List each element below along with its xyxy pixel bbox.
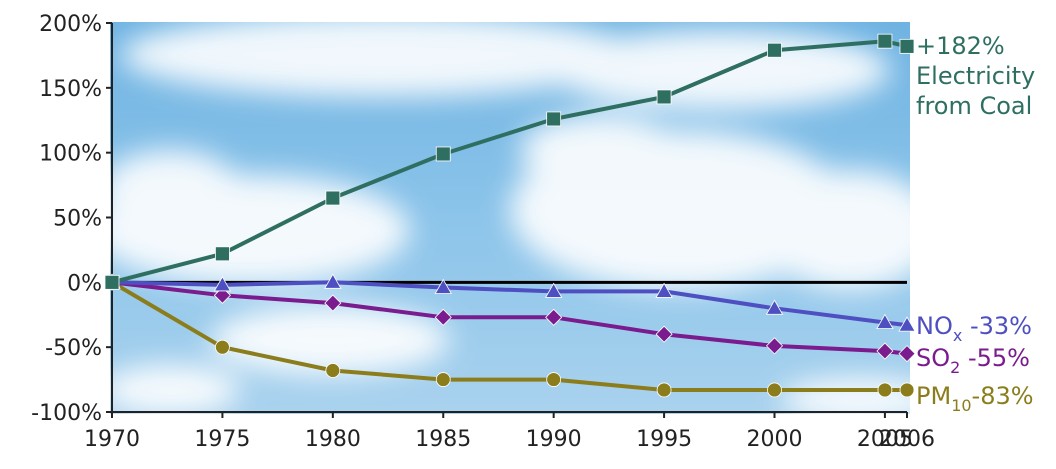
- coal-point: [215, 246, 230, 262]
- pm10-point: [899, 382, 915, 398]
- x-tick-label: 1975: [194, 427, 250, 452]
- x-tick-label: 2005: [857, 427, 913, 452]
- so2-label-value: -55%: [960, 344, 1030, 372]
- pm10-point: [215, 339, 230, 355]
- nox-point: [213, 276, 232, 292]
- nox-point: [655, 282, 673, 298]
- x-tick-label: 1970: [84, 427, 140, 452]
- coal-point: [104, 274, 120, 290]
- nox-end-label: NOx -33%: [916, 312, 1032, 345]
- coal-point: [767, 42, 782, 58]
- coal-point: [899, 38, 915, 54]
- coal-point: [435, 146, 451, 162]
- nox-point: [898, 316, 916, 332]
- pm10-label-value: -83%: [972, 382, 1034, 410]
- pm10-point: [546, 372, 562, 387]
- nox-point: [765, 299, 784, 315]
- nox-label-sub: x: [953, 326, 962, 345]
- x-tick-label: 1990: [526, 427, 582, 452]
- x-tick-label: 1995: [636, 427, 692, 452]
- series-layer: [103, 33, 916, 398]
- coal-point: [656, 89, 672, 105]
- so2-end-label: SO2 -55%: [916, 344, 1030, 377]
- x-tick-label: 2006: [879, 427, 935, 452]
- pm10-point: [435, 372, 451, 387]
- y-tick-label: -100%: [31, 401, 102, 426]
- so2-point: [898, 345, 916, 363]
- sky-background: [110, 22, 910, 414]
- nox-point: [324, 273, 342, 289]
- pm10-point: [656, 382, 672, 398]
- pm10-point: [767, 382, 782, 398]
- end-labels: +182% Electricity from Coal NOx -33% SO2…: [916, 32, 1035, 415]
- coal-end-value: +182%: [916, 32, 1005, 60]
- so2-point: [324, 294, 342, 312]
- so2-point: [434, 308, 452, 326]
- y-axis: 200% 150% 100% 50% 0% -50% -100%: [31, 12, 113, 426]
- y-tick-label: 150%: [39, 77, 102, 102]
- series-coal: [104, 33, 915, 290]
- y-tick-label: 0%: [67, 271, 102, 296]
- nox-point: [544, 282, 563, 298]
- pm10-point: [325, 363, 341, 378]
- coal-point: [546, 111, 562, 127]
- nox-label-main: NO: [916, 312, 953, 340]
- coal-end-line2: Electricity: [916, 62, 1035, 90]
- coal-end-line3: from Coal: [916, 92, 1032, 120]
- coal-point: [877, 33, 893, 49]
- so2-point: [876, 342, 894, 360]
- x-tick-label: 1980: [305, 427, 361, 452]
- so2-label-sub: 2: [950, 358, 960, 377]
- x-tick-label: 2000: [747, 427, 803, 452]
- pm10-point: [877, 382, 893, 398]
- y-tick-label: -50%: [45, 336, 102, 361]
- pm10-end-label: PM10-83%: [916, 382, 1034, 415]
- series-pm10: [104, 274, 915, 398]
- x-tick-label: 1985: [415, 427, 471, 452]
- so2-point: [545, 308, 563, 326]
- pm10-label-sub: 10: [951, 396, 971, 415]
- y-tick-label: 100%: [39, 142, 102, 167]
- series-so2: [103, 273, 916, 363]
- pm10-label-main: PM: [916, 382, 951, 410]
- coal-point: [325, 190, 341, 206]
- nox-point: [876, 313, 894, 329]
- nox-label-value: -33%: [962, 312, 1032, 340]
- so2-label-main: SO: [916, 344, 950, 372]
- so2-point: [765, 337, 784, 355]
- y-tick-label: 200%: [39, 12, 102, 37]
- y-tick-label: 50%: [53, 207, 102, 232]
- so2-point: [655, 325, 673, 343]
- nox-point: [434, 278, 452, 294]
